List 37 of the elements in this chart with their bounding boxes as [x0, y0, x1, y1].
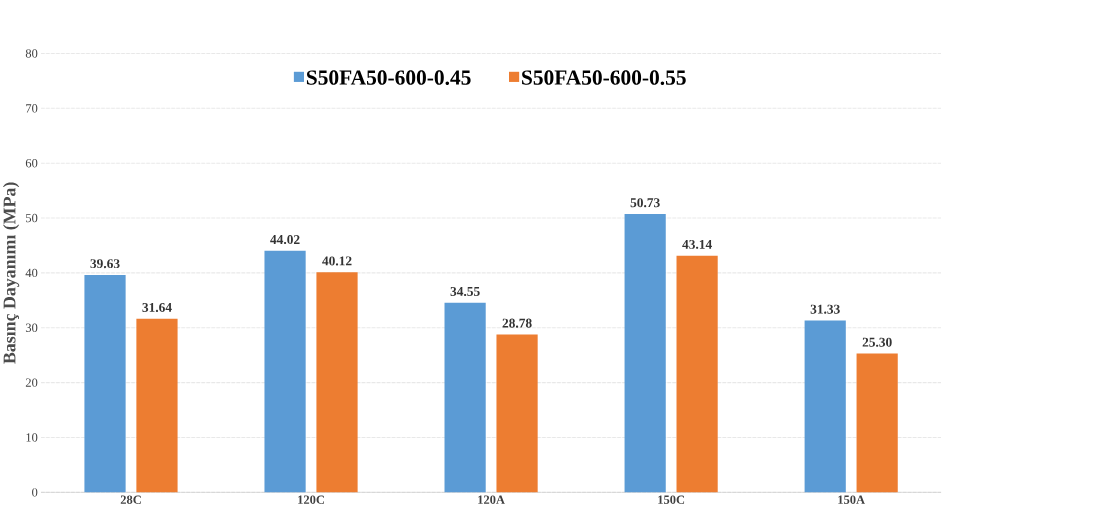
data-label: 31.64 [142, 303, 172, 313]
data-label: 39.63 [90, 259, 120, 269]
y-tick-label: 80 [25, 49, 38, 58]
y-axis-title: Basınç Dayanımı (MPa) [2, 182, 20, 364]
bar [264, 250, 306, 493]
bar [496, 334, 538, 493]
data-label: 31.33 [810, 304, 840, 314]
y-tick-label: 70 [26, 104, 38, 113]
bar [316, 272, 358, 493]
y-tick-label: 20 [25, 378, 38, 387]
legend-label: S50FA50-600-0.45 [306, 70, 471, 85]
bar [804, 320, 846, 493]
y-tick-label: 0 [32, 488, 38, 497]
data-label: 25.30 [862, 337, 892, 347]
bar [444, 302, 486, 493]
y-tick-label: 10 [26, 433, 38, 442]
data-label: 40.12 [322, 256, 352, 266]
y-tick-label: 40 [25, 268, 38, 278]
x-tick-label: 150A [838, 495, 865, 504]
x-tick-label: 28C [120, 495, 141, 504]
data-label: 44.02 [270, 235, 300, 245]
x-tick-label: 120C [298, 495, 324, 504]
x-tick-label: 150C [658, 495, 685, 504]
bar [136, 318, 178, 493]
y-tick-label: 30 [25, 323, 38, 332]
bar [676, 255, 718, 493]
legend-label: S50FA50-600-0.55 [522, 70, 686, 85]
bar [856, 353, 898, 493]
bar [84, 274, 126, 493]
y-tick-label: 50 [26, 213, 38, 223]
data-label: 34.55 [450, 287, 480, 297]
y-tick-label: 60 [25, 158, 38, 168]
bar [624, 214, 666, 493]
data-label: 50.73 [630, 198, 660, 208]
data-label: 43.14 [682, 239, 712, 249]
data-label: 28.78 [502, 318, 532, 328]
x-tick-label: 120A [478, 495, 505, 504]
